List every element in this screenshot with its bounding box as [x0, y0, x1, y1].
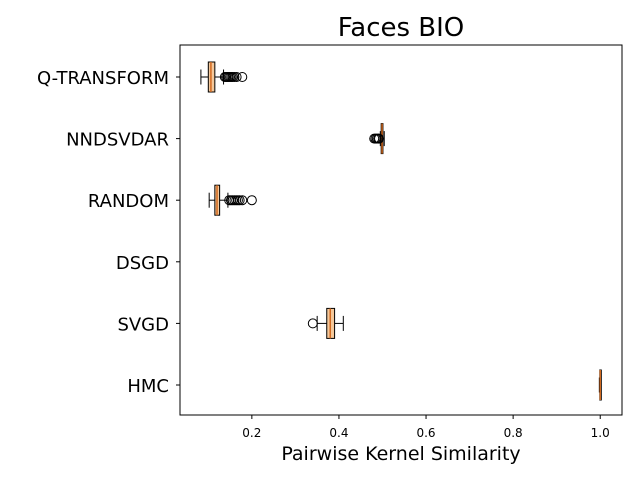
category-label: NNDSVDAR: [66, 130, 169, 151]
x-axis-label: Pairwise Kernel Similarity: [281, 443, 520, 465]
outlier-point: [231, 72, 242, 82]
category-label: RANDOM: [88, 191, 169, 212]
category-label: SVGD: [117, 314, 169, 335]
category-label: DSGD: [116, 253, 169, 274]
outlier-point: [234, 195, 245, 206]
x-tick-label: 1.0: [591, 426, 610, 440]
outlier-point: [374, 133, 385, 144]
outlier-point: [307, 318, 318, 329]
x-tick-label: 0.4: [329, 426, 348, 440]
plot-area: 0.2 0.4 0.6 0.8 1.0 Q-TRANSFORM NNDSVDAR RANDOM…: [37, 61, 610, 440]
category-label: HMC: [127, 376, 169, 397]
x-tick-label: 0.6: [416, 426, 435, 440]
outlier-point: [246, 195, 257, 206]
outlier-point: [237, 72, 248, 82]
x-tick-label: 0.2: [242, 426, 261, 440]
axes-frame: [179, 44, 623, 416]
category-label: Q-TRANSFORM: [37, 68, 169, 89]
chart-title: Faces BIO: [338, 13, 465, 43]
outlier-point: [237, 195, 248, 206]
x-tick-label: 0.8: [504, 426, 523, 440]
